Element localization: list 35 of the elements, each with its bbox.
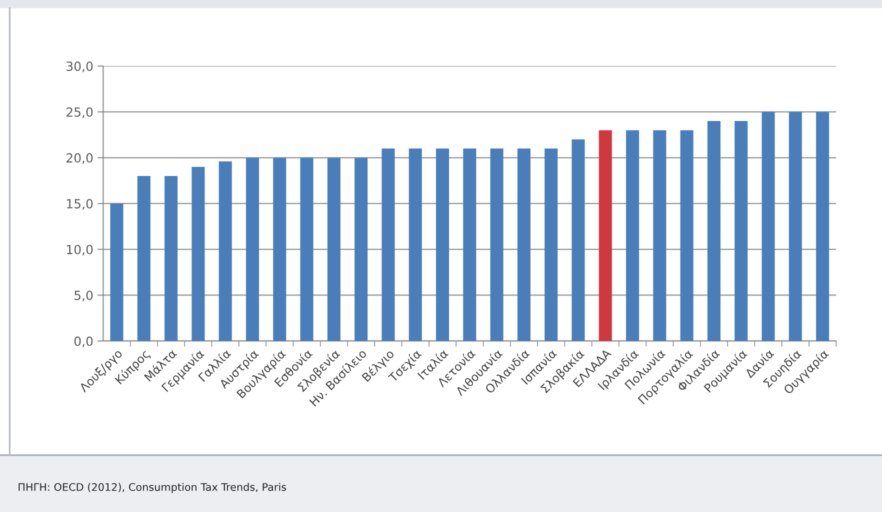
bar [300, 158, 314, 341]
bar [408, 148, 422, 341]
y-tick-label: 10,0 [67, 244, 93, 256]
bar [490, 148, 504, 341]
bar [192, 166, 205, 341]
bar [246, 158, 260, 341]
bar [110, 204, 124, 341]
y-tick-label: 30,0 [66, 62, 93, 72]
bar [354, 158, 368, 341]
bar [164, 176, 178, 341]
y-tick-label: 25,0 [66, 107, 93, 118]
bar [463, 148, 476, 341]
y-tick-label: 0,0 [74, 336, 93, 348]
bar [734, 121, 748, 341]
bar [327, 158, 340, 341]
bar [653, 130, 666, 341]
bar [137, 176, 150, 341]
bar [572, 139, 585, 341]
bar [816, 112, 830, 341]
bar [517, 148, 530, 341]
y-tick-label: 5,0 [74, 290, 93, 302]
bar [707, 121, 720, 341]
bar [218, 161, 232, 341]
bar [680, 130, 694, 341]
text: ΠΗΓΗ: OECD (2012), Consumption Tax Trends, Paris [18, 482, 286, 493]
bar [544, 148, 558, 341]
y-tick-label: 15,0 [67, 198, 93, 210]
y-tick-label: 20,0 [66, 153, 93, 164]
bar [382, 148, 395, 341]
bar [626, 130, 640, 341]
bar [762, 112, 775, 341]
bar [436, 148, 450, 341]
bar [273, 158, 286, 341]
bar [598, 130, 612, 341]
bar [788, 112, 802, 341]
